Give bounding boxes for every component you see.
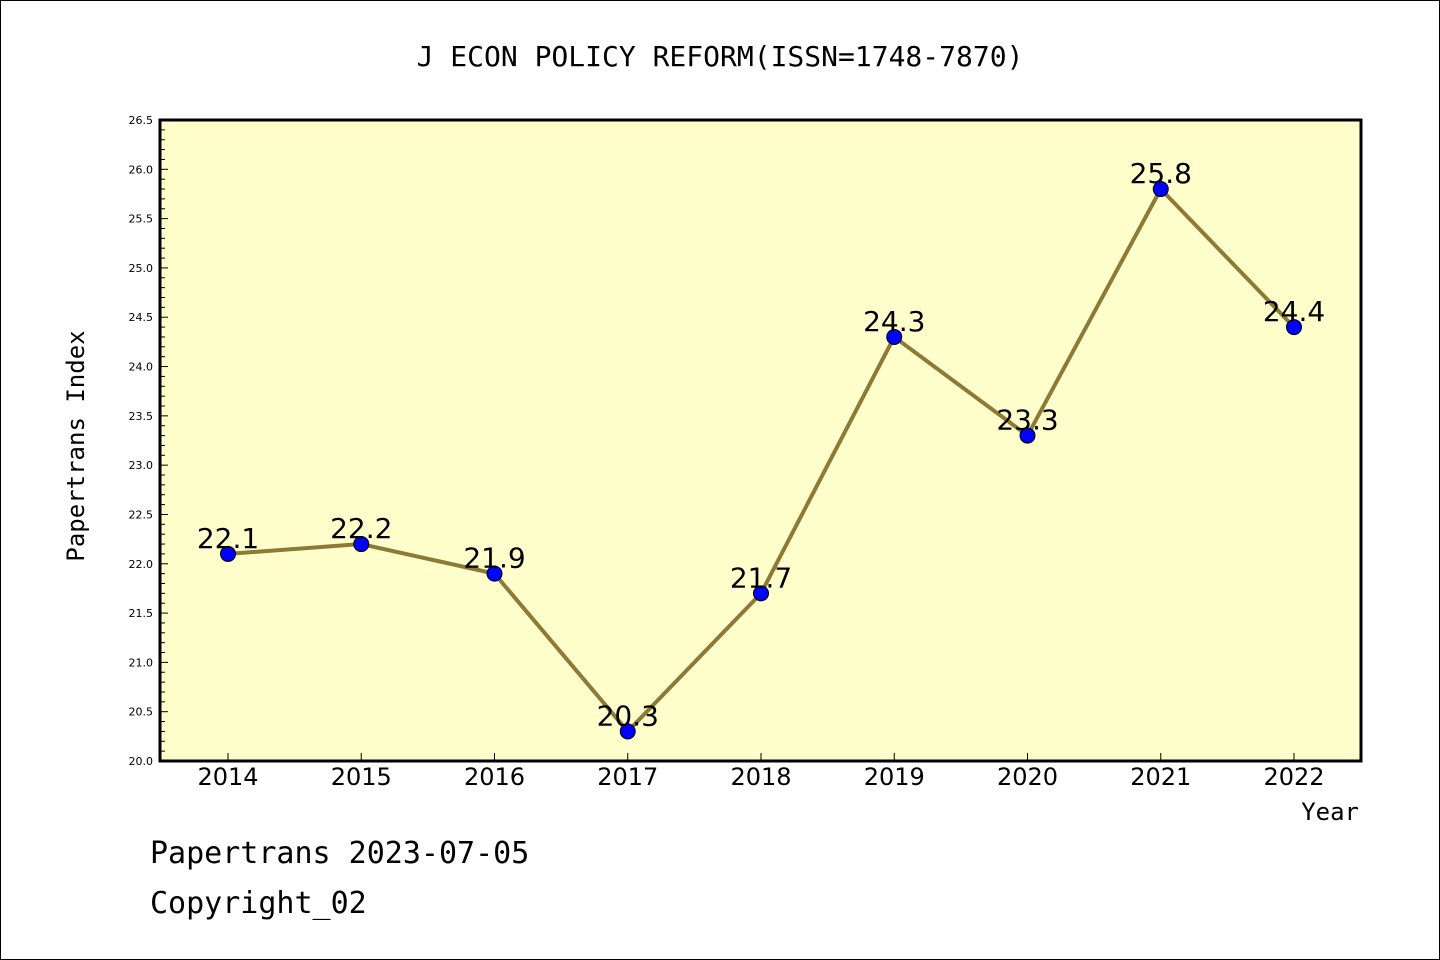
plot-area [160, 120, 1361, 761]
x-tick-label: 2020 [997, 763, 1058, 791]
y-tick-label: 25.0 [129, 262, 154, 275]
y-tick-label: 23.0 [129, 459, 154, 472]
x-tick-label: 2018 [730, 763, 791, 791]
y-tick-label: 24.5 [129, 311, 154, 324]
x-axis-label: Year [1301, 798, 1359, 826]
x-axis: 2014 2015 2016 2017 2018 2019 2020 2021 2022 [197, 753, 1325, 791]
data-label: 22.1 [197, 522, 259, 555]
data-point [753, 585, 769, 602]
x-tick-label: 2019 [864, 763, 925, 791]
x-tick-label: 2022 [1263, 763, 1324, 791]
data-point [619, 723, 636, 740]
y-tick-label: 24.0 [129, 361, 154, 374]
data-label: 25.8 [1130, 157, 1192, 190]
y-tick-label: 22.0 [129, 558, 154, 571]
data-label: 20.3 [597, 699, 659, 732]
y-axis-label: Papertrans Index [62, 330, 90, 561]
data-point [486, 565, 503, 582]
y-tick-label: 21.0 [129, 656, 154, 669]
x-tick-label: 2014 [197, 763, 258, 791]
data-label: 23.3 [996, 404, 1058, 437]
x-tick-label: 2021 [1130, 763, 1191, 791]
data-label: 21.9 [463, 542, 525, 575]
x-tick-label: 2016 [464, 763, 525, 791]
data-point [1019, 427, 1036, 444]
data-point [886, 328, 903, 345]
y-tick-label: 22.5 [129, 508, 154, 521]
y-axis: 20.0 20.5 21.0 21.5 22.0 22.5 23.0 23.5 24.0 24.5… [129, 114, 168, 768]
data-label: 22.2 [330, 512, 392, 545]
chart-title: J ECON POLICY REFORM(ISSN=1748-7870) [417, 40, 1024, 73]
y-tick-label: 23.5 [129, 410, 154, 423]
x-tick-label: 2015 [331, 763, 392, 791]
y-tick-label: 21.5 [129, 607, 154, 620]
data-point [1286, 319, 1302, 336]
plot-border [158, 118, 1363, 763]
data-label: 21.7 [730, 561, 792, 594]
data-label: 24.4 [1263, 295, 1325, 328]
x-tick-label: 2017 [597, 763, 658, 791]
footer-date: Papertrans 2023-07-05 [150, 836, 530, 871]
data-point [220, 545, 236, 562]
y-tick-label: 26.0 [129, 163, 154, 176]
y-tick-label: 25.5 [129, 213, 154, 226]
y-tick-label: 20.0 [129, 755, 154, 768]
y-tick-label: 26.5 [129, 114, 154, 127]
y-tick-label: 20.5 [129, 706, 154, 719]
data-label: 24.3 [863, 305, 925, 338]
data-labels: 22.1 22.2 21.9 20.3 21.7 24.3 23.3 25.8 24.4 [197, 157, 1325, 732]
footer-copyright: Copyright_02 [150, 886, 367, 921]
data-point [1152, 181, 1169, 198]
series-markers [220, 181, 1302, 740]
data-point [353, 536, 370, 553]
